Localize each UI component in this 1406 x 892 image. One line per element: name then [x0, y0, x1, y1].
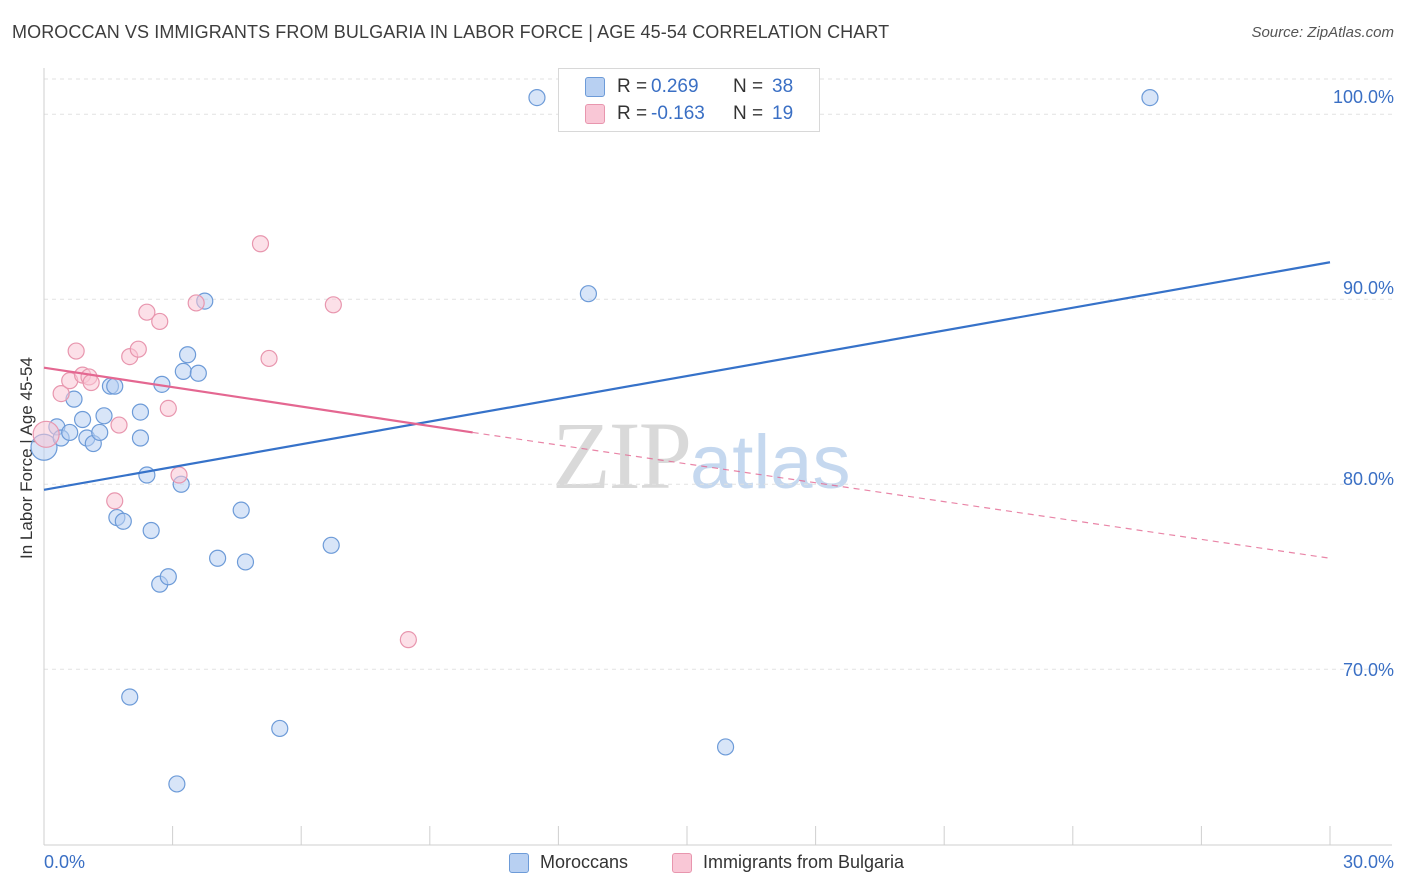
moroccans-point	[168, 775, 186, 793]
moroccans-point	[106, 377, 124, 395]
bulgaria-point	[32, 420, 60, 448]
watermark: ZIPatlas	[552, 400, 851, 511]
bulgaria-swatch	[585, 104, 605, 124]
chart-source: Source: ZipAtlas.com	[1251, 24, 1394, 41]
n-label: N =	[733, 76, 764, 97]
moroccans-trend-line	[43, 261, 1331, 491]
bulgaria-point	[106, 492, 124, 510]
moroccans-swatch	[585, 77, 605, 97]
r-value: 0.269	[651, 76, 699, 97]
bulgaria-point	[399, 631, 417, 649]
bulgaria-point	[52, 385, 70, 403]
bulgaria-point	[151, 312, 169, 331]
bulgaria-legend-label: Immigrants from Bulgaria	[703, 852, 905, 872]
moroccans-point	[179, 346, 197, 364]
moroccans-point	[114, 512, 132, 530]
moroccans-legend-swatch	[509, 853, 529, 873]
moroccans-point	[142, 521, 160, 540]
moroccans-point	[189, 364, 207, 382]
bulgaria-point	[138, 303, 156, 321]
moroccans-point	[528, 88, 546, 107]
n-label: N =	[733, 103, 764, 124]
bulgaria-point	[187, 294, 205, 312]
y-tick-70: 70.0%	[1342, 660, 1394, 680]
x-tick-max: 30.0%	[1342, 852, 1394, 872]
moroccans-point	[716, 738, 735, 756]
moroccans-legend-label: Moroccans	[540, 852, 629, 872]
moroccans-point	[159, 568, 177, 586]
moroccans-point	[271, 719, 289, 738]
moroccans-point	[61, 423, 79, 442]
moroccans-point	[1141, 88, 1159, 107]
moroccans-point	[579, 285, 598, 303]
stats-legend: R = 0.269 N = 38 R = -0.163 N = 19	[558, 68, 820, 132]
stats-row-bulgaria: R = -0.163 N = 19	[559, 102, 819, 128]
moroccans-point	[91, 423, 109, 442]
moroccans-point	[121, 688, 139, 706]
bulgaria-point	[82, 373, 100, 392]
series-legend: Moroccans Immigrants from Bulgaria	[0, 852, 1406, 878]
bulgaria-point	[260, 349, 278, 368]
bulgaria-point	[170, 466, 188, 484]
bulgaria-trend-extension	[472, 431, 1331, 559]
bulgaria-trend-line	[43, 366, 473, 434]
r-value: -0.163	[651, 103, 705, 124]
bulgaria-point	[324, 296, 342, 314]
moroccans-point	[236, 553, 255, 571]
bulgaria-legend-swatch	[672, 853, 692, 873]
watermark-zip: ZIP	[552, 402, 692, 509]
n-value: 19	[772, 103, 794, 124]
moroccans-point	[322, 536, 340, 554]
r-label: R =	[617, 76, 648, 97]
watermark-atlas: atlas	[690, 420, 851, 505]
bulgaria-point	[129, 340, 147, 358]
bulgaria-point	[110, 416, 128, 434]
bulgaria-point	[251, 235, 270, 253]
chart-title: MOROCCAN VS IMMIGRANTS FROM BULGARIA IN …	[12, 22, 890, 42]
moroccans-point	[95, 407, 113, 425]
bulgaria-point	[67, 342, 85, 360]
moroccans-point	[73, 410, 92, 429]
n-value: 38	[772, 76, 794, 97]
moroccans-point	[138, 466, 156, 484]
y-tick-100: 100.0%	[1332, 87, 1394, 107]
r-label: R =	[617, 103, 648, 124]
y-tick-80: 80.0%	[1342, 469, 1394, 489]
bulgaria-point	[159, 399, 177, 417]
moroccans-point	[209, 549, 227, 567]
x-tick-min: 0.0%	[44, 852, 86, 872]
moroccans-point	[232, 501, 250, 519]
moroccans-point	[131, 403, 150, 421]
moroccans-point	[174, 362, 192, 380]
stats-row-moroccans: R = 0.269 N = 38	[559, 75, 819, 101]
moroccans-point	[131, 429, 150, 447]
y-tick-90: 90.0%	[1342, 278, 1394, 298]
